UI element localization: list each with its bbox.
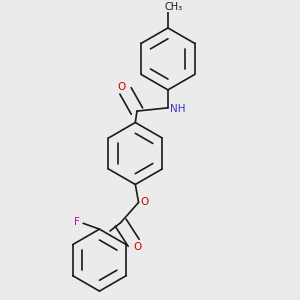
Text: O: O <box>140 197 148 207</box>
Text: O: O <box>118 82 126 92</box>
Text: CH₃: CH₃ <box>165 2 183 12</box>
Text: O: O <box>134 242 142 252</box>
Text: NH: NH <box>170 104 185 115</box>
Text: F: F <box>74 217 80 226</box>
